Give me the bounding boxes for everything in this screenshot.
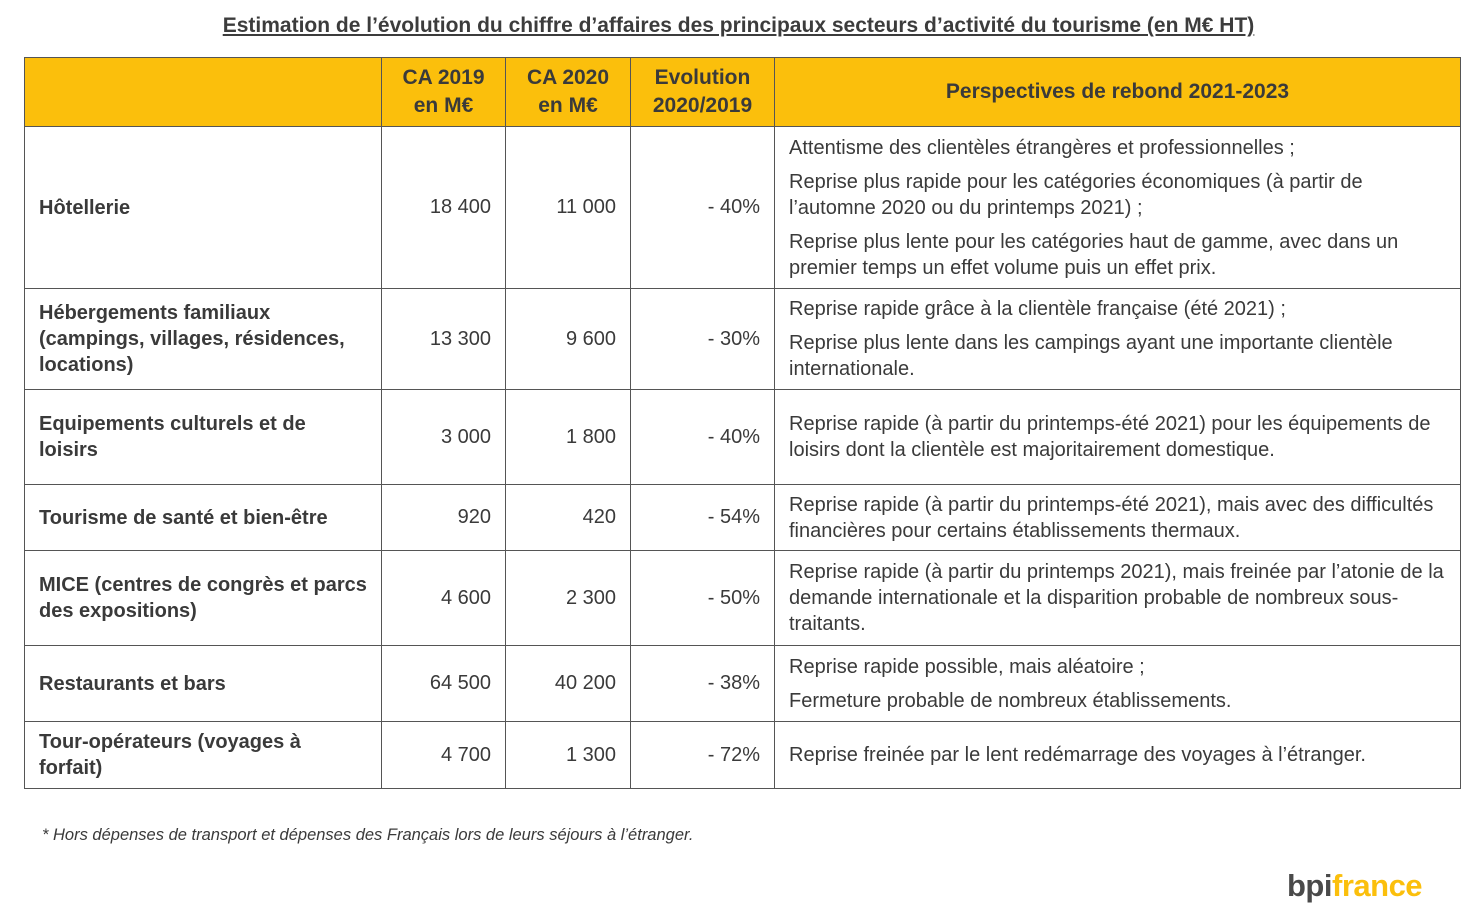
ca2020-cell: 420 [505,484,631,551]
perspectives-cell: Reprise rapide grâce à la clientèle fran… [774,288,1461,390]
perspective-item: Reprise rapide (à partir du printemps 20… [789,561,1444,635]
evolution-cell: - 30% [630,288,775,390]
perspective-item: Reprise rapide possible, mais aléatoire … [789,655,1145,678]
evolution-cell: - 50% [630,550,775,646]
table-header-row: CA 2019 en M€ CA 2020 en M€ Evolution 2020/… [24,57,1461,127]
sector-cell: Equipements culturels et de loisirs [24,389,382,485]
sector-cell: Tourisme de santé et bien-être [24,484,382,551]
footnote: * Hors dépenses de transport et dépenses… [42,826,694,844]
ca2019-cell: 18 400 [381,126,506,289]
ca2020-cell: 40 200 [505,645,631,722]
sector-cell: Hôtellerie [24,126,382,289]
perspective-item: Attentisme des clientèles étrangères et … [789,136,1295,159]
perspective-item: Reprise plus rapide pour les catégories … [789,170,1363,219]
header-ca2019: CA 2019 en M€ [381,57,506,127]
page-title: Estimation de l’évolution du chiffre d’a… [222,14,1255,37]
header-evolution: Evolution 2020/2019 [630,57,775,127]
tourism-revenue-table: CA 2019 en M€ CA 2020 en M€ Evolution 2020/… [24,57,1461,789]
header-perspectives: Perspectives de rebond 2021-2023 [774,57,1461,127]
perspective-item: Reprise rapide (à partir du printemps-ét… [789,493,1434,542]
ca2020-cell: 1 800 [505,389,631,485]
header-sector [24,57,382,127]
bpifrance-logo: bpifrance [1287,868,1423,903]
table-row: Equipements culturels et de loisirs 3 000… [24,389,1461,485]
header-ca2020: CA 2020 en M€ [505,57,631,127]
perspective-item: Reprise plus lente pour les catégories h… [789,230,1399,279]
evolution-cell: - 54% [630,484,775,551]
perspective-item: Reprise rapide grâce à la clientèle fran… [789,298,1286,320]
ca2019-cell: 920 [381,484,506,551]
ca2019-cell: 4 600 [381,550,506,646]
ca2019-cell: 3 000 [381,389,506,485]
evolution-cell: - 72% [630,721,775,789]
perspectives-cell: Reprise rapide possible, mais aléatoire … [774,645,1461,722]
sector-cell: Tour-opérateurs (voyages à forfait) [24,721,382,789]
table-row: MICE (centres de congrès et parcs des ex… [24,550,1461,646]
ca2019-cell: 13 300 [381,288,506,390]
perspectives-cell: Reprise rapide (à partir du printemps-ét… [774,484,1461,551]
ca2020-cell: 11 000 [505,126,631,289]
evolution-cell: - 38% [630,645,775,722]
ca2019-cell: 4 700 [381,721,506,789]
ca2020-cell: 2 300 [505,550,631,646]
sector-cell: Restaurants et bars [24,645,382,722]
table-row: Tour-opérateurs (voyages à forfait) 4 700… [24,721,1461,789]
sector-cell: Hébergements familiaux (campings, villag… [24,288,382,390]
table-row: Tourisme de santé et bien-être 920 420- 54… [24,484,1461,551]
ca2020-cell: 9 600 [505,288,631,390]
ca2019-cell: 64 500 [381,645,506,722]
perspective-item: Reprise freinée par le lent redémarrage … [789,744,1366,766]
perspective-item: Reprise rapide (à partir du printemps-ét… [789,413,1431,461]
table-row: Hébergements familiaux (campings, villag… [24,288,1461,390]
perspectives-cell: Attentisme des clientèles étrangères et … [774,126,1461,289]
ca2020-cell: 1 300 [505,721,631,789]
perspective-item: Reprise plus lente dans les campings aya… [789,332,1393,380]
table-row: Hôtellerie 18 400 11 000- 40% Attentisme de… [24,126,1461,289]
perspectives-cell: Reprise rapide (à partir du printemps-ét… [774,389,1461,485]
perspectives-cell: Reprise rapide (à partir du printemps 20… [774,550,1461,646]
sector-cell: MICE (centres de congrès et parcs des ex… [24,550,382,646]
perspective-item: Fermeture probable de nombreux établisse… [789,689,1232,712]
evolution-cell: - 40% [630,126,775,289]
table-row: Restaurants et bars 64 500 40 200- 38% Repr… [24,645,1461,722]
perspectives-cell: Reprise freinée par le lent redémarrage … [774,721,1461,789]
evolution-cell: - 40% [630,389,775,485]
